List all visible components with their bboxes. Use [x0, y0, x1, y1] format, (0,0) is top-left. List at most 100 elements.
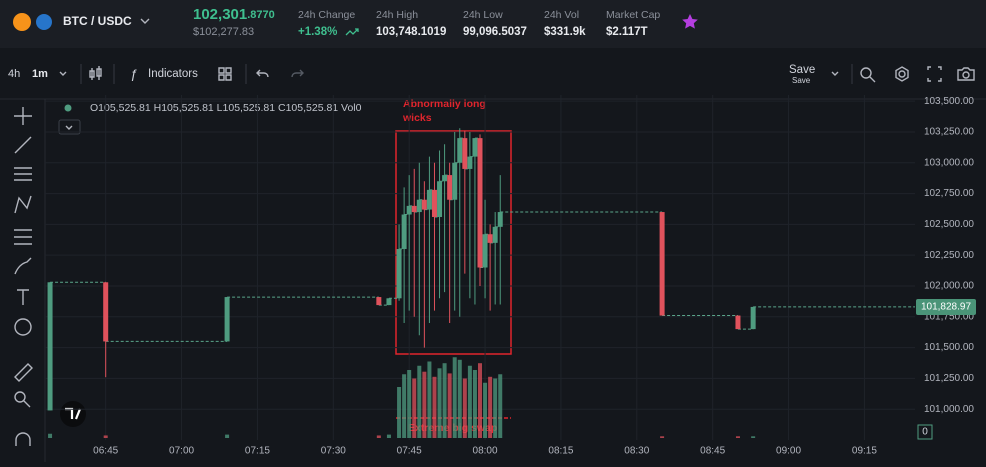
ruler-tool[interactable] [14, 363, 33, 382]
volume-bar [467, 365, 472, 438]
y-tick-label: 102,750.00 [924, 188, 974, 199]
pair[interactable]: BTC / USDC [63, 14, 132, 28]
y-tick-label: 101,000.00 [924, 404, 974, 415]
legend-dot [64, 104, 72, 112]
x-tick-label: 08:15 [548, 446, 573, 457]
undo[interactable] [256, 69, 269, 78]
indicators[interactable]: Indicators [148, 68, 198, 80]
last-price-box [916, 299, 976, 316]
stat-value: 103,748.1019 [376, 26, 446, 38]
redo[interactable] [291, 69, 304, 78]
candle-body [416, 199, 422, 213]
volume-bar [437, 368, 442, 438]
save-chevron[interactable] [831, 71, 839, 76]
fullscreen-icon[interactable] [927, 66, 942, 82]
y-tick-label: 101,250.00 [924, 373, 974, 384]
candle-body [437, 181, 443, 217]
volume-bar [735, 436, 740, 438]
fib-tool[interactable] [14, 167, 32, 181]
stat-value: 99,096.5037 [463, 26, 527, 38]
candle-body [421, 199, 427, 210]
volume-bar [457, 359, 462, 438]
price: 102,301.8770 [193, 6, 275, 23]
magnet-tool[interactable] [15, 432, 31, 446]
legend-chevron[interactable] [65, 125, 73, 130]
header-bar [0, 0, 986, 48]
volume-bar [402, 374, 407, 438]
interval-active[interactable]: 1m [32, 68, 48, 80]
candle-body [477, 138, 483, 268]
volume-bar [397, 387, 402, 438]
candle-body [452, 162, 458, 200]
candle-body [462, 138, 468, 169]
volume-bar [442, 363, 447, 438]
pair-chevron[interactable] [140, 18, 150, 24]
brush-tool[interactable] [14, 257, 32, 275]
text-tool[interactable] [17, 289, 29, 305]
zoom-icon[interactable] [860, 67, 876, 83]
x-tick-label: 08:00 [473, 446, 498, 457]
volume-bar [48, 433, 53, 438]
volume-bar [493, 378, 498, 438]
price-frac: .8770 [247, 9, 275, 21]
settings-icon[interactable] [895, 66, 909, 82]
favorite-star[interactable] [682, 14, 698, 29]
volume-bar [407, 370, 412, 438]
x-tick-label: 08:45 [700, 446, 725, 457]
stat-value: $331.9k [544, 26, 586, 38]
candle-body [442, 175, 448, 182]
volume-tick-box [917, 424, 933, 440]
layout-icon[interactable] [218, 67, 232, 81]
x-tick-label: 07:15 [245, 446, 270, 457]
candle-body [735, 315, 741, 330]
volume-bar [447, 373, 452, 438]
stat-label: 24h High [376, 9, 418, 21]
candle-body [396, 249, 402, 299]
trend-icon [345, 28, 359, 36]
volume-bar [103, 435, 108, 438]
candle-body [401, 214, 407, 250]
projection-tool[interactable] [14, 229, 32, 245]
volume-bar [376, 435, 381, 438]
chart-type-icon[interactable] [89, 66, 102, 80]
stat-label: 24h Vol [544, 9, 579, 21]
x-tick-label: 07:30 [321, 446, 346, 457]
candle-body [487, 234, 493, 243]
volume-bar [660, 436, 665, 438]
emoji-tool[interactable] [14, 318, 32, 336]
save[interactable]: Save [789, 64, 815, 76]
stat-value: +1.38% [298, 26, 337, 38]
volume-bar [427, 361, 432, 438]
fx-icon[interactable]: ƒ [130, 66, 137, 81]
snapshot-icon[interactable] [957, 67, 975, 81]
interval-chevron[interactable] [59, 71, 67, 76]
volume-tick-label: 0 [922, 427, 928, 438]
annotation-line-1: Abnormally long [403, 98, 486, 110]
price-main: 102,301 [193, 6, 247, 23]
candle-body [431, 189, 437, 217]
zoom-tool[interactable] [14, 391, 31, 408]
x-tick-label: 09:00 [776, 446, 801, 457]
line-tool[interactable] [14, 136, 32, 154]
candle-body [47, 282, 53, 411]
volume-bar [412, 378, 417, 438]
x-tick-label: 08:30 [624, 446, 649, 457]
stat-label: Market Cap [606, 9, 660, 21]
last-price-label: 101,828.97 [921, 302, 971, 313]
x-tick-label: 09:15 [852, 446, 877, 457]
candle-body [386, 298, 392, 306]
crosshair-tool[interactable] [14, 107, 32, 125]
pattern-tool[interactable] [14, 195, 32, 214]
legend-toggle[interactable] [58, 119, 81, 135]
candle-body [467, 156, 473, 169]
stat-value: $2.117T [606, 26, 648, 38]
stat-label: 24h Change [298, 9, 355, 21]
volume-bar [422, 371, 427, 438]
save-sub: Save [792, 76, 811, 85]
interval[interactable]: 4h [8, 68, 20, 80]
candle-body [497, 212, 503, 227]
annotation-line-2: wicks [402, 112, 432, 124]
volume-bar [452, 357, 457, 438]
stat-label: 24h Low [463, 9, 503, 21]
